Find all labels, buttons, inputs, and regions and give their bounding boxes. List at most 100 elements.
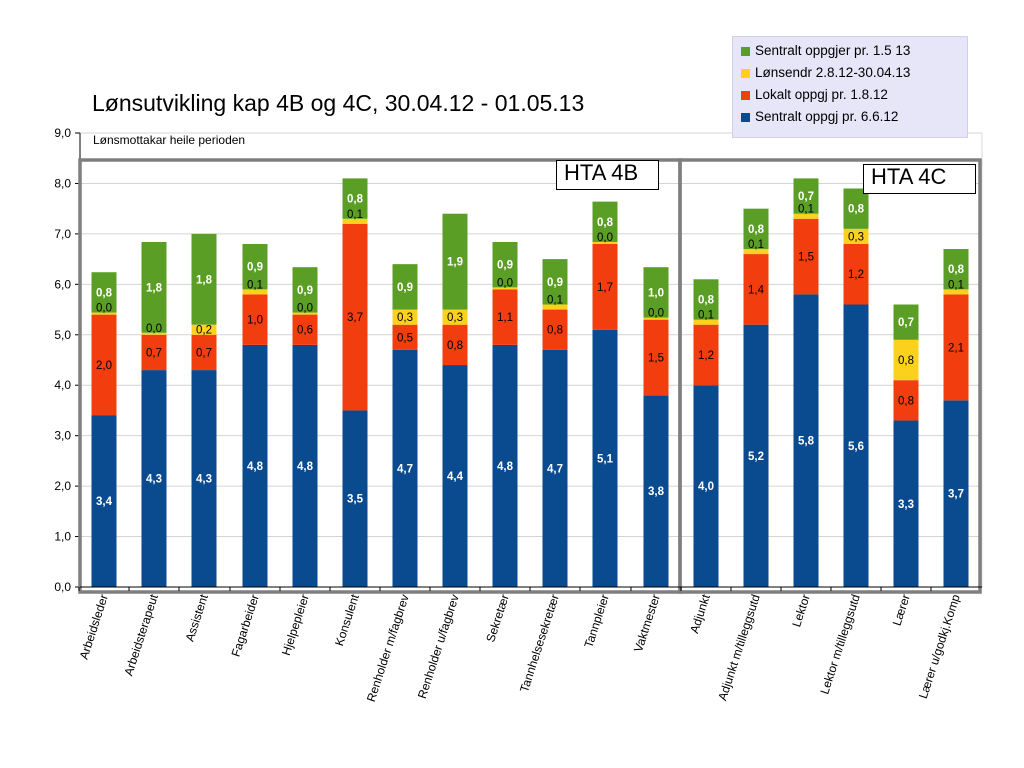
x-tick-label: Renholder m/fagbrev	[364, 593, 412, 704]
bar-segment	[392, 309, 418, 325]
data-label: 0,6	[297, 325, 313, 337]
data-label: 0,5	[397, 332, 413, 344]
data-label: 1,8	[146, 282, 163, 294]
bar-segment	[693, 279, 719, 320]
data-label: 0,2	[196, 325, 212, 337]
data-label: 0,9	[547, 277, 563, 289]
y-tick-label: 0,0	[54, 580, 71, 594]
x-tick-label: Arbeidsterapeut	[121, 592, 161, 678]
x-tick-label: Sekretær	[483, 593, 512, 644]
bar-segment	[342, 178, 368, 219]
data-label: 0,3	[397, 312, 413, 324]
data-label: 0,0	[648, 308, 664, 320]
bar-segment	[893, 339, 919, 381]
legend-label: Lokalt oppgj pr. 1.8.12	[755, 87, 888, 102]
data-label: 5,6	[848, 441, 864, 453]
bar-segment	[141, 334, 167, 371]
bar-segment	[793, 218, 819, 295]
bar-segment	[943, 400, 969, 587]
data-label: 1,5	[798, 252, 814, 264]
bar-segment	[542, 309, 568, 350]
data-label: 3,4	[96, 496, 113, 508]
bar-segment	[643, 267, 669, 318]
data-label: 1,7	[597, 282, 613, 294]
y-axis: 0,0 1,0 2,0 3,0 4,0 5,0 6,0 7,0 8,0 9,0	[54, 126, 81, 594]
data-label: 2,1	[948, 342, 964, 354]
bar-segment	[592, 243, 618, 330]
legend-item: Lønsendr 2.8.12-30.04.13	[741, 65, 910, 80]
x-tick-label: Lektor	[789, 593, 813, 629]
data-label: 0,8	[848, 204, 865, 216]
y-tick-label: 8,0	[54, 176, 71, 190]
data-label: 0,1	[347, 209, 363, 221]
bar-segment	[793, 294, 819, 587]
bar-segment	[442, 365, 468, 587]
bar-segment	[292, 267, 318, 313]
bar-segment	[943, 294, 969, 401]
data-label: 3,8	[648, 486, 665, 498]
data-label: 0,8	[347, 194, 364, 206]
y-tick-label: 1,0	[54, 530, 71, 544]
data-label: 5,2	[748, 451, 764, 463]
bar-segment	[342, 410, 368, 587]
x-tick-label: Arbeidsleder	[77, 593, 111, 661]
x-tick-label: Hjelpepleier	[279, 593, 312, 658]
bar-segment	[141, 332, 167, 335]
bar-segment	[91, 314, 117, 416]
legend-swatch	[741, 91, 750, 100]
bar-segment	[292, 312, 318, 315]
data-label: 0,9	[247, 262, 263, 274]
data-label: 3,7	[948, 489, 964, 501]
bar-segment	[91, 415, 117, 587]
y-tick-label: 3,0	[54, 429, 71, 443]
bar-segment	[191, 334, 217, 371]
data-label: 0,9	[297, 285, 313, 297]
bar-segment	[91, 272, 117, 313]
data-label: 0,0	[146, 323, 162, 335]
data-label: 3,5	[347, 494, 364, 506]
chart-title: Lønsutvikling kap 4B og 4C, 30.04.12 - 0…	[92, 90, 585, 116]
data-label: 1,0	[648, 287, 664, 299]
bar-segment	[242, 289, 268, 295]
data-label: 1,1	[497, 312, 513, 324]
bar-segment	[392, 264, 418, 310]
data-label: 0,8	[898, 355, 914, 367]
bar-segment	[693, 324, 719, 386]
bar-segment	[743, 249, 769, 255]
data-label: 0,8	[597, 217, 614, 229]
data-label: 5,8	[798, 436, 815, 448]
bar-segment	[242, 294, 268, 345]
bar-segment	[141, 370, 167, 587]
bar-segment	[542, 259, 568, 305]
bar-segment	[492, 289, 518, 345]
data-label: 0,8	[898, 395, 914, 407]
data-label: 0,1	[698, 310, 714, 322]
bar-segment	[592, 201, 618, 242]
data-label: 4,4	[447, 471, 464, 483]
data-label: 4,7	[397, 463, 413, 475]
x-tick-label: Adjunkt	[687, 592, 713, 635]
x-tick-label: Lærer	[890, 593, 913, 628]
group-label-hta-4c: HTA 4C	[863, 164, 976, 194]
data-label: 1,4	[748, 284, 765, 296]
bar-segment	[542, 304, 568, 310]
y-tick-label: 4,0	[54, 378, 71, 392]
data-label: 3,3	[898, 499, 914, 511]
x-tick-label: Lærer u/godkj.Komp	[916, 592, 963, 700]
data-label: 0,3	[848, 231, 864, 243]
y-tick-label: 2,0	[54, 479, 71, 493]
bar-segment	[743, 324, 769, 587]
legend-item: Lokalt oppgj pr. 1.8.12	[741, 87, 888, 102]
bar-segment	[342, 223, 368, 411]
y-tick-label: 6,0	[54, 277, 71, 291]
bar-segment	[141, 241, 167, 333]
bar-segment	[492, 287, 518, 290]
data-label: 0,8	[447, 340, 463, 352]
legend-item: Sentralt oppgj pr. 6.6.12	[741, 109, 898, 124]
x-tick-label: Tannhelsesekretær	[517, 593, 562, 694]
bar-segment	[91, 312, 117, 315]
data-label: 0,8	[748, 224, 765, 236]
data-label: 4,3	[196, 474, 212, 486]
bar-segment	[643, 319, 669, 396]
